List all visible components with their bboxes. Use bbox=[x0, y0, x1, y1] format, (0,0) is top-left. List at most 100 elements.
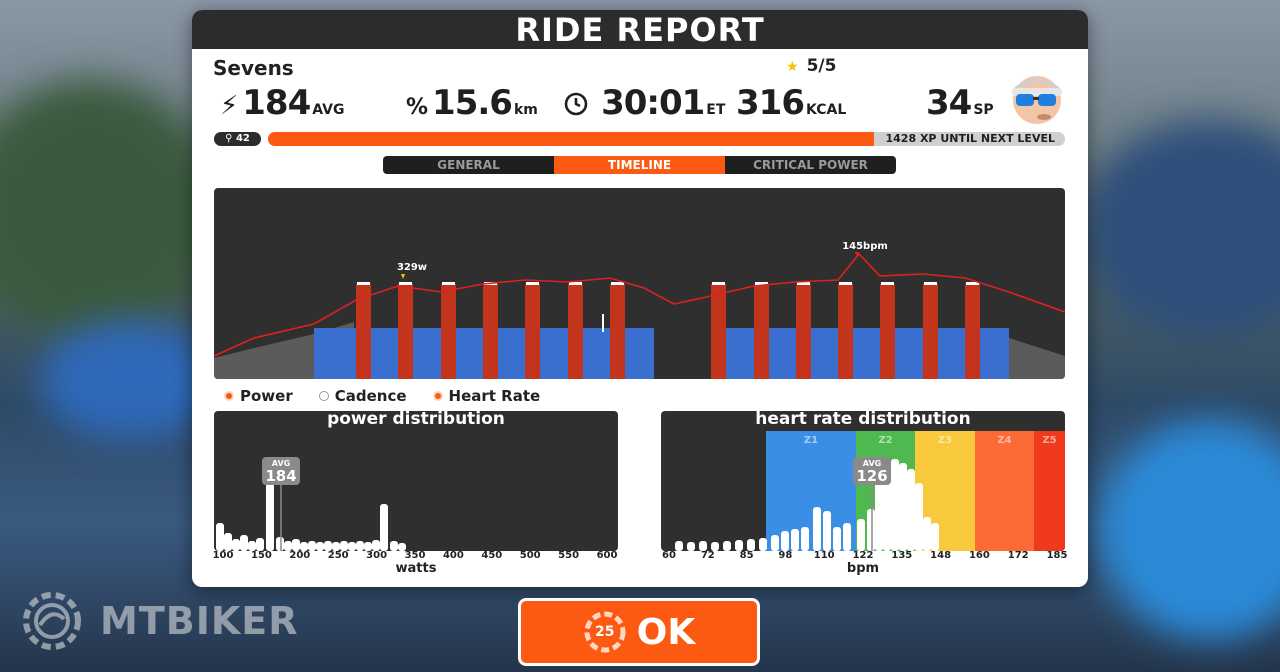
interval-cap bbox=[924, 282, 937, 285]
peak-hr-label: 145bpm bbox=[842, 241, 888, 252]
tab-critical-power[interactable]: CRITICAL POWER bbox=[753, 158, 868, 172]
power-distribution-tick: 300 bbox=[366, 550, 388, 561]
stat-power: ⚡ 184 AVG bbox=[220, 83, 344, 123]
peak-power-marker bbox=[401, 274, 405, 279]
hr-distribution-bar bbox=[899, 463, 907, 551]
cooldown-area bbox=[1009, 338, 1065, 379]
gear-logo-icon bbox=[23, 592, 81, 650]
stat-time-value: 30:01 bbox=[601, 83, 705, 123]
legend-heart-rate[interactable]: Heart Rate bbox=[432, 387, 540, 405]
panel-title: RIDE REPORT bbox=[192, 10, 1088, 49]
legend-cadence[interactable]: Cadence bbox=[318, 387, 407, 405]
interval-cap bbox=[399, 282, 412, 285]
power-distribution-tick: 350 bbox=[404, 550, 426, 561]
stat-calories: 316 KCAL bbox=[736, 83, 846, 123]
power-distribution-bar bbox=[356, 541, 364, 551]
interval-bar bbox=[441, 284, 456, 379]
hr-distribution-bar bbox=[813, 507, 821, 551]
peak-power-label: 329w bbox=[397, 262, 427, 273]
ok-button[interactable]: 25 OK bbox=[518, 598, 760, 666]
hr-distribution-axis: 60 72 85 98 110 122 135 148 160 172 185 bbox=[661, 550, 1067, 564]
hr-distribution-bar bbox=[875, 481, 883, 551]
hr-distribution-tick: 160 bbox=[968, 550, 990, 561]
xp-progress-bar: 1428 XP UNTIL NEXT LEVEL bbox=[268, 132, 1065, 146]
hr-distribution-title: heart rate distribution bbox=[755, 409, 971, 429]
hr-avg-value: 126 bbox=[856, 467, 888, 485]
hr-avg-label: AVG bbox=[862, 459, 882, 468]
legend-cadence-toggle[interactable] bbox=[318, 391, 329, 401]
hr-distribution-bar bbox=[687, 542, 695, 551]
bike-icon: ⚲ bbox=[225, 133, 233, 144]
hr-avg-tag: AVG 126 bbox=[853, 457, 891, 485]
hr-distribution-tick: 122 bbox=[852, 550, 874, 561]
interval-bar bbox=[965, 284, 980, 379]
hr-distribution-bar bbox=[867, 509, 875, 551]
tab-general[interactable]: GENERAL bbox=[437, 158, 500, 172]
hr-zone-label: Z4 bbox=[997, 435, 1011, 446]
hr-distribution-tick: 135 bbox=[891, 550, 913, 561]
interval-cap bbox=[755, 282, 768, 285]
hr-distribution-bar bbox=[801, 527, 809, 551]
legend-cadence-label: Cadence bbox=[334, 387, 407, 405]
interval-cap bbox=[569, 282, 582, 285]
hr-distribution-bar bbox=[833, 527, 841, 551]
power-distribution-tick: 400 bbox=[442, 550, 464, 561]
legend-power[interactable]: Power bbox=[224, 387, 293, 405]
interval-bar bbox=[398, 284, 413, 379]
countdown-ring: 25 bbox=[583, 610, 627, 654]
power-distribution-bar bbox=[316, 542, 324, 551]
interval-cap bbox=[526, 282, 539, 285]
hr-distribution-bar bbox=[675, 541, 683, 551]
avatar[interactable] bbox=[1004, 68, 1070, 126]
hr-distribution-chart: Z1 Z2 Z3 Z4 Z5 AVG 126 bbox=[661, 411, 1065, 551]
stat-distance-unit: km bbox=[513, 102, 538, 118]
tab-timeline[interactable]: TIMELINE bbox=[554, 156, 725, 174]
hr-distribution-tick: 148 bbox=[930, 550, 952, 561]
hr-distribution-bar bbox=[931, 523, 939, 551]
background-blur bbox=[1080, 120, 1280, 340]
hr-zone-band bbox=[766, 431, 856, 551]
star-icon: ★ bbox=[786, 59, 799, 75]
xp-text: 1428 XP UNTIL NEXT LEVEL bbox=[885, 132, 1056, 145]
stat-calories-value: 316 bbox=[736, 83, 805, 123]
interval-bar bbox=[356, 284, 371, 379]
interval-cap bbox=[966, 282, 979, 285]
timeline-chart: 329w 145bpm bbox=[214, 188, 1065, 379]
hr-distribution-bar bbox=[771, 535, 779, 551]
hr-distribution-tick: 172 bbox=[1007, 550, 1029, 561]
legend-power-toggle[interactable] bbox=[224, 391, 234, 401]
interval-bar bbox=[923, 284, 938, 379]
ok-label: OK bbox=[636, 611, 696, 653]
interval-cap bbox=[357, 282, 370, 285]
hr-distribution-tick: 72 bbox=[700, 550, 715, 561]
hr-distribution-bar bbox=[699, 541, 707, 551]
hr-zone-band bbox=[975, 431, 1034, 551]
timeline-svg: 329w 145bpm bbox=[214, 241, 1065, 379]
interval-cap bbox=[797, 282, 810, 285]
hr-distribution-bar bbox=[857, 519, 865, 551]
background-blur bbox=[0, 80, 220, 340]
timeline-legend: Power Cadence Heart Rate bbox=[224, 387, 540, 405]
hr-distribution-bar bbox=[907, 469, 915, 551]
stat-sp: 34 SP bbox=[926, 83, 994, 123]
report-tabs: GENERAL TIMELINE CRITICAL POWER bbox=[383, 156, 896, 174]
interval-bar bbox=[754, 284, 769, 379]
hr-distribution-bar bbox=[915, 483, 923, 551]
stat-sp-value: 34 bbox=[926, 83, 972, 123]
power-distribution-bar bbox=[340, 541, 348, 551]
power-distribution-title: power distribution bbox=[327, 409, 505, 429]
stat-distance: % 15.6 km bbox=[406, 83, 538, 123]
power-distribution-tick: 600 bbox=[596, 550, 618, 561]
hr-distribution-svg: Z1 Z2 Z3 Z4 Z5 bbox=[675, 431, 1065, 551]
level-badge: ⚲ 42 bbox=[214, 132, 261, 146]
hr-distribution-tick: 98 bbox=[778, 550, 793, 561]
hr-zone-band bbox=[1034, 431, 1065, 551]
power-distribution-bar bbox=[398, 543, 406, 551]
hr-zone-label: Z3 bbox=[938, 435, 952, 446]
legend-hr-toggle[interactable] bbox=[432, 391, 443, 401]
power-distribution-bar bbox=[300, 542, 308, 551]
power-distribution-bar bbox=[216, 523, 224, 551]
power-distribution-tick: 450 bbox=[481, 550, 503, 561]
power-distribution-svg bbox=[216, 483, 406, 551]
hr-distribution-bar bbox=[735, 540, 743, 551]
